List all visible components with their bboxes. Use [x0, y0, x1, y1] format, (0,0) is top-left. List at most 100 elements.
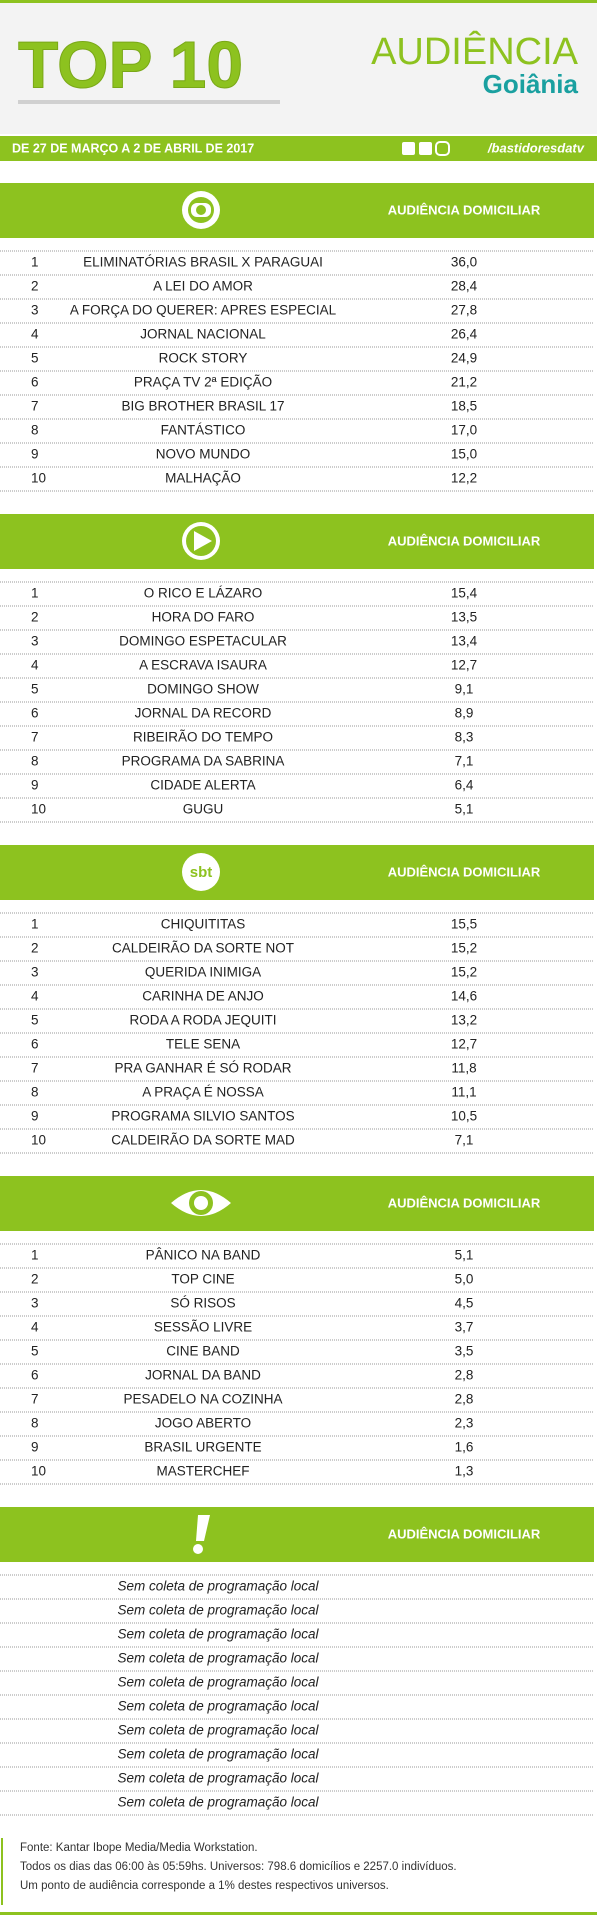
program: MALHAÇÃO [165, 471, 241, 486]
section-header [0, 514, 594, 569]
rating: 24,9 [451, 351, 477, 366]
program: Sem coleta de programação local [117, 1795, 319, 1810]
rating: 18,5 [451, 399, 477, 414]
program: JORNAL NACIONAL [140, 327, 266, 342]
rating: 5,1 [455, 1248, 474, 1263]
city: Goiânia [483, 69, 579, 99]
rating: 13,5 [451, 610, 477, 625]
program: HORA DO FARO [152, 610, 255, 625]
rank: 6 [31, 375, 39, 390]
period: DE 27 DE MARÇO A 2 DE ABRIL DE 2017 [12, 141, 254, 155]
rating: 11,1 [451, 1085, 476, 1100]
rank: 8 [31, 1416, 39, 1431]
sbt-logo-text: sbt [190, 864, 213, 881]
rank: 6 [31, 1037, 39, 1052]
rank: 1 [31, 917, 39, 932]
rating: 26,4 [451, 327, 478, 342]
rank: 7 [31, 399, 39, 414]
program: O RICO E LÁZARO [144, 586, 263, 601]
program: RIBEIRÃO DO TEMPO [133, 730, 273, 745]
handle: /bastidoresdatv [487, 140, 585, 155]
rating: 3,7 [455, 1320, 474, 1335]
brand: AUDIÊNCIA [371, 30, 579, 73]
program: Sem coleta de programação local [117, 1579, 319, 1594]
program: CHIQUITITAS [161, 917, 246, 932]
rating: 7,1 [455, 754, 474, 769]
rank: 9 [31, 1440, 39, 1455]
program: RODA A RODA JEQUITI [129, 1013, 276, 1028]
rank: 2 [31, 610, 39, 625]
globo-logo-dot [196, 205, 206, 215]
rank: 5 [31, 1013, 39, 1028]
rank: 8 [31, 423, 39, 438]
program: PESADELO NA COZINHA [123, 1392, 282, 1407]
title: TOP 10 [18, 27, 243, 101]
program: Sem coleta de programação local [117, 1699, 319, 1714]
program: JOGO ABERTO [155, 1416, 251, 1431]
rating: 8,3 [455, 730, 474, 745]
rating: 14,6 [451, 989, 477, 1004]
facebook-icon [402, 142, 415, 155]
rank: 2 [31, 941, 39, 956]
rating: 9,1 [455, 682, 474, 697]
program: DOMINGO SHOW [147, 682, 259, 697]
rating: 12,7 [451, 658, 477, 673]
program: JORNAL DA RECORD [135, 706, 272, 721]
rank: 2 [31, 1272, 39, 1287]
rank: 1 [31, 586, 39, 601]
rating: 12,7 [451, 1037, 477, 1052]
section-header [0, 1507, 594, 1562]
exclamation-logo-dot [193, 1544, 203, 1554]
column-header: AUDIÊNCIA DOMICILIAR [388, 1195, 541, 1210]
program: PRA GANHAR É SÓ RODAR [114, 1061, 291, 1076]
column-header: AUDIÊNCIA DOMICILIAR [388, 864, 541, 879]
program: CINE BAND [166, 1344, 240, 1359]
bottom-line [0, 1912, 597, 1915]
rank: 9 [31, 447, 39, 462]
program: ROCK STORY [159, 351, 248, 366]
rating: 5,1 [455, 802, 474, 817]
rank: 10 [31, 471, 46, 486]
rating: 28,4 [451, 279, 478, 294]
rank: 2 [31, 279, 39, 294]
program: PRAÇA TV 2ª EDIÇÃO [134, 375, 272, 390]
program: A ESCRAVA ISAURA [139, 658, 267, 673]
rating: 15,2 [451, 965, 477, 980]
program: FANTÁSTICO [161, 423, 246, 438]
program: TOP CINE [171, 1272, 234, 1287]
rating: 27,8 [451, 303, 477, 318]
rank: 5 [31, 682, 39, 697]
rank: 4 [31, 989, 39, 1004]
program: CIDADE ALERTA [150, 778, 255, 793]
rank: 10 [31, 802, 46, 817]
rating: 15,4 [451, 586, 478, 601]
rating: 15,0 [451, 447, 477, 462]
program: A PRAÇA É NOSSA [142, 1085, 264, 1100]
rating: 15,5 [451, 917, 477, 932]
program: Sem coleta de programação local [117, 1627, 319, 1642]
rank: 10 [31, 1133, 46, 1148]
program: BIG BROTHER BRASIL 17 [121, 399, 284, 414]
program: GUGU [183, 802, 224, 817]
rank: 8 [31, 754, 39, 769]
rank: 6 [31, 1368, 39, 1383]
program: SESSÃO LIVRE [154, 1320, 252, 1335]
program: PROGRAMA SILVIO SANTOS [111, 1109, 294, 1124]
exclamation-logo [196, 1515, 210, 1541]
program: SÓ RISOS [170, 1296, 235, 1311]
program: MASTERCHEF [156, 1464, 249, 1479]
column-header: AUDIÊNCIA DOMICILIAR [388, 533, 541, 548]
rating: 21,2 [451, 375, 477, 390]
rating: 12,2 [451, 471, 477, 486]
rating: 5,0 [455, 1272, 474, 1287]
column-header: AUDIÊNCIA DOMICILIAR [388, 202, 541, 217]
rank: 5 [31, 351, 39, 366]
rank: 4 [31, 658, 39, 673]
rank: 9 [31, 778, 39, 793]
rank: 6 [31, 706, 39, 721]
rank: 7 [31, 730, 39, 745]
program: ELIMINATÓRIAS BRASIL X PARAGUAI [83, 255, 323, 270]
header-bg [0, 0, 597, 134]
